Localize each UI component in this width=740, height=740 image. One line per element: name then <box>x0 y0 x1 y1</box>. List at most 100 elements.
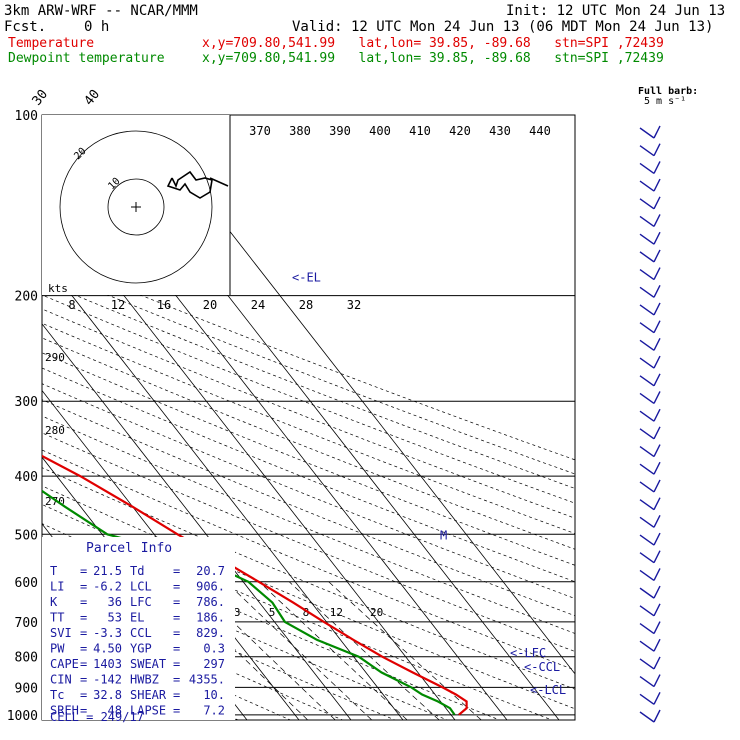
dry-adiabat-label: 290 <box>45 351 65 364</box>
parcel-value: 906. <box>196 580 225 594</box>
wind-barb <box>639 267 661 281</box>
wind-barb-staff <box>639 286 655 298</box>
pressure-tick-label: 800 <box>15 651 38 666</box>
parcel-equals: = <box>80 580 87 594</box>
wind-barb-flag <box>653 391 661 404</box>
marker-label: <-LFC <box>510 646 546 660</box>
wind-barb-staff <box>639 711 655 723</box>
mixing-ratio-line <box>288 581 440 720</box>
hodograph-ring-1 <box>107 178 165 236</box>
wind-barb <box>639 426 661 440</box>
pressure-tick-label: 700 <box>15 616 38 631</box>
model-title: 3km ARW-WRF -- NCAR/MMM <box>4 3 198 19</box>
parcel-equals: = <box>173 611 180 625</box>
parcel-equals: = <box>173 580 180 594</box>
wind-barb-flag <box>653 497 661 510</box>
wind-barb-flag <box>653 302 661 316</box>
theta-e-label: 420 <box>449 124 471 138</box>
wind-barb <box>639 143 661 157</box>
wind-barb-staff <box>639 534 655 546</box>
wind-barb-flag <box>653 143 661 157</box>
wind-barb-staff <box>639 445 655 458</box>
wind-barb <box>639 691 661 705</box>
dry-adiabat <box>42 399 575 617</box>
theta-e-label: 380 <box>289 124 311 138</box>
wind-barb-flag <box>653 231 661 245</box>
wind-barb <box>639 603 661 617</box>
parcel-equals: = <box>80 626 87 640</box>
parcel-value: 32.8 <box>93 688 122 702</box>
wind-barb <box>639 674 661 688</box>
parcel-key: Td <box>130 564 144 578</box>
parcel-equals: = <box>80 657 87 671</box>
parcel-value: 829. <box>196 626 225 640</box>
parcel-value: 186. <box>196 611 225 625</box>
wind-barb-staff <box>639 622 655 635</box>
parcel-value: 53 <box>108 611 122 625</box>
wind-barb-staff <box>639 339 655 351</box>
wind-barb-staff <box>639 215 655 228</box>
parcel-key: SVI <box>50 626 72 640</box>
wind-barb-flag <box>653 178 661 192</box>
wind-barb-flag <box>653 656 661 670</box>
wind-barb-staff <box>639 658 655 670</box>
dewpoint-legend-info: x,y=709.80,541.99 lat,lon= 39.85, -89.68… <box>202 51 664 66</box>
theta-e-label: 370 <box>249 124 271 138</box>
hodograph-trace <box>166 170 213 199</box>
dry-adiabat <box>42 322 575 534</box>
parcel-equals: = <box>80 611 87 625</box>
mixing-ratio-label: 5 <box>269 606 276 619</box>
wind-barb-flag <box>653 691 661 705</box>
parcel-key: CAPE <box>50 657 79 671</box>
wind-barb-staff <box>639 463 655 475</box>
wind-barb-staff <box>639 180 655 192</box>
wind-barb <box>639 444 661 458</box>
parcel-key: LCL <box>130 580 152 594</box>
wind-barb-flag <box>653 515 661 528</box>
pressure-tick-label: 500 <box>15 528 38 543</box>
wind-barb-flag <box>653 461 661 475</box>
marker-label: <-EL <box>292 271 321 285</box>
parcel-equals: = <box>173 673 180 687</box>
parcel-equals: = <box>80 642 87 656</box>
parcel-key: T <box>50 564 57 578</box>
parcel-equals: = <box>80 688 87 702</box>
parcel-equals: = <box>173 688 180 702</box>
wind-barb-staff <box>639 145 655 157</box>
parcel-equals: = <box>80 673 87 687</box>
wind-barb-flag <box>653 249 661 263</box>
parcel-key: LFC <box>130 595 152 609</box>
marker-label: M <box>440 528 447 542</box>
wind-barb-flag <box>653 161 661 174</box>
parcel-equals: = <box>80 595 87 609</box>
wind-barb-staff <box>639 233 655 245</box>
wind-barb <box>639 391 661 405</box>
wind-barb-flag <box>653 125 661 139</box>
wind-barb-flag <box>653 408 661 422</box>
pressure-tick-label: 600 <box>15 576 38 591</box>
dry-adiabat <box>42 504 553 720</box>
wind-barb-staff <box>639 516 655 528</box>
parcel-key: EL <box>130 611 144 625</box>
parcel-equals: = <box>173 564 180 578</box>
wind-legend-line1: Full barb: <box>638 86 698 97</box>
wind-barb-flag <box>653 214 661 227</box>
wind-barb-staff <box>639 269 655 281</box>
parcel-value: -3.3 <box>93 626 122 640</box>
parcel-value: 4355. <box>189 673 225 687</box>
wind-barb-staff <box>639 251 655 263</box>
wind-barb <box>639 621 661 635</box>
wind-barb <box>639 461 661 475</box>
parcel-value: 36 <box>108 595 122 609</box>
forecast-label: Fcst. <box>4 19 47 35</box>
wind-barb-staff <box>639 410 655 422</box>
dry-adiabat <box>42 267 575 475</box>
speed-label: 32 <box>347 298 361 312</box>
wind-barb <box>639 231 661 245</box>
wind-barb-staff <box>639 322 655 334</box>
theta-e-label: 390 <box>329 124 351 138</box>
forecast-hour: 0 h <box>84 19 110 35</box>
isotherm <box>42 256 404 720</box>
dry-adiabat <box>42 367 575 583</box>
parcel-equals: = <box>173 642 180 656</box>
